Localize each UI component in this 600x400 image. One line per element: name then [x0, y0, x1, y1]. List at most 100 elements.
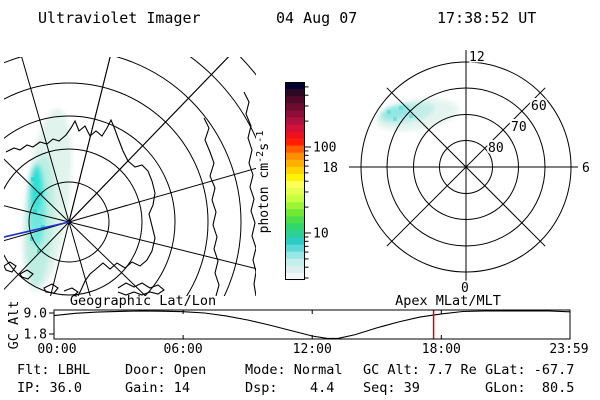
latitude-circle: [4, 115, 176, 296]
meridian-line: [68, 57, 230, 223]
mlat-ring-label: 80: [488, 141, 504, 156]
x-tick-label: 00:00: [37, 342, 76, 357]
antarctica-coastline: [4, 91, 256, 296]
status-gain: Gain: 14: [125, 380, 191, 396]
auroral-emission-apex: [375, 98, 459, 132]
emission-core: [30, 166, 42, 210]
y-tick-label: 1.8: [24, 328, 47, 343]
gc-alt-timeline: 00:00 06:00 12:00 18:00 23:59 9.0 1.8: [24, 307, 589, 358]
x-tick-label: 06:00: [164, 342, 203, 357]
colorbar-band: [285, 117, 305, 125]
header-time: 17:38:52 UT: [437, 9, 537, 27]
header-date: 04 Aug 07: [276, 9, 358, 27]
meridian-line: [4, 221, 70, 242]
colorbar-band: [285, 258, 305, 267]
colorbar-band: [285, 251, 305, 260]
colorbar-band: [285, 195, 305, 203]
auroral-emission-geographic: [22, 108, 72, 292]
coastline-main: [5, 118, 156, 296]
colorbar-band: [285, 89, 305, 97]
colorbar-band: [285, 181, 305, 189]
colorbar-band: [285, 131, 305, 139]
meridian-line: [4, 158, 70, 223]
geographic-plot-title: Geographic Lat/Lon: [69, 293, 217, 309]
meridian-line: [68, 221, 147, 296]
status-gc-alt: GC Alt: 7.7 Re: [363, 362, 477, 378]
x-tick-label: 12:00: [293, 342, 332, 357]
colorbar-band: [285, 244, 305, 253]
mlt-clock-label: 18: [322, 161, 338, 176]
emission-bright: [381, 104, 411, 120]
coastline-shelf-1: [203, 117, 220, 296]
spoke-diagonal: [386, 87, 546, 247]
colorbar-band: [285, 166, 305, 175]
latitude-circle: [4, 57, 242, 296]
mlt-clock-label: 0: [461, 281, 469, 296]
colorbar-band: [285, 216, 305, 224]
latitude-circle: [4, 82, 209, 296]
mlt-clock-label: 12: [469, 50, 485, 65]
status-glat: GLat: -67.7: [485, 362, 575, 378]
colorbar-band: [285, 237, 305, 246]
colorbar-band: [285, 82, 305, 90]
status-mode: Mode: Normal: [245, 362, 343, 378]
colorbar-band: [285, 265, 305, 274]
page-title: Ultraviolet Imager: [38, 9, 201, 27]
colorbar-band: [285, 230, 305, 238]
spacecraft-track: [4, 221, 70, 238]
status-glon: GLon: 80.5: [485, 380, 575, 396]
coastline-islet-4: [63, 287, 79, 296]
colorbar-band: [285, 272, 305, 281]
latitude-circle: [4, 148, 143, 296]
meridian-line: [68, 57, 111, 223]
coastline-bottom-ridge: [117, 282, 165, 296]
meridian-line: [4, 221, 70, 291]
geographic-grid: [4, 57, 256, 296]
colorbar-band: [285, 223, 305, 231]
meridian-line: [21, 57, 70, 223]
status-dsp: Dsp: 4.4: [245, 380, 335, 396]
colorbar-frame: [285, 82, 305, 280]
alt-plot-frame: [53, 309, 571, 340]
colorbar-band: [285, 110, 305, 118]
x-tick-label: 23:59: [549, 342, 588, 357]
colorbar-band: [285, 202, 305, 210]
mlt-clock-label: 6: [582, 161, 590, 176]
colorbar-band: [285, 145, 305, 154]
mlat-ring-label: 60: [531, 99, 547, 114]
colorbar-band: [285, 188, 305, 196]
colorbar-tick-label: 10: [313, 227, 329, 242]
meridian-line: [68, 57, 230, 223]
geographic-map-panel: [4, 57, 256, 296]
status-ip: IP: 36.0: [17, 380, 83, 396]
mlat-ring-label: 70: [511, 120, 527, 135]
latitude-circle: [28, 181, 110, 263]
gc-alt-axis-label: GC Alt: [6, 300, 22, 350]
altitude-curve: [53, 310, 571, 339]
colorbar-units-label: photon cm-2s-1: [255, 131, 272, 234]
colorbar-band: [285, 96, 305, 104]
coastline-islet-3: [43, 283, 59, 294]
colorbar-band: [285, 209, 305, 217]
status-seq: Seq: 39: [363, 380, 420, 396]
colorbar-band: [285, 173, 305, 182]
colorbar-band: [285, 103, 305, 111]
coastline-islet-2: [19, 269, 34, 280]
colorbar-band: [285, 138, 305, 147]
apex-plot-title: Apex MLat/MLT: [395, 293, 501, 309]
colorbar: 100 10 photon cm-2s-1: [255, 82, 336, 281]
meridian-line: [68, 57, 111, 223]
colorbar-band: [285, 152, 305, 161]
emission-speckles: [387, 106, 413, 121]
meridian-line: [50, 221, 70, 296]
colorbar-tick-label: 100: [313, 141, 336, 156]
colorbar-band: [285, 124, 305, 132]
colorbar-band: [285, 159, 305, 168]
meridian-line: [4, 205, 70, 223]
coastline-islet-1: [4, 261, 17, 273]
y-tick-label: 9.0: [24, 307, 47, 322]
